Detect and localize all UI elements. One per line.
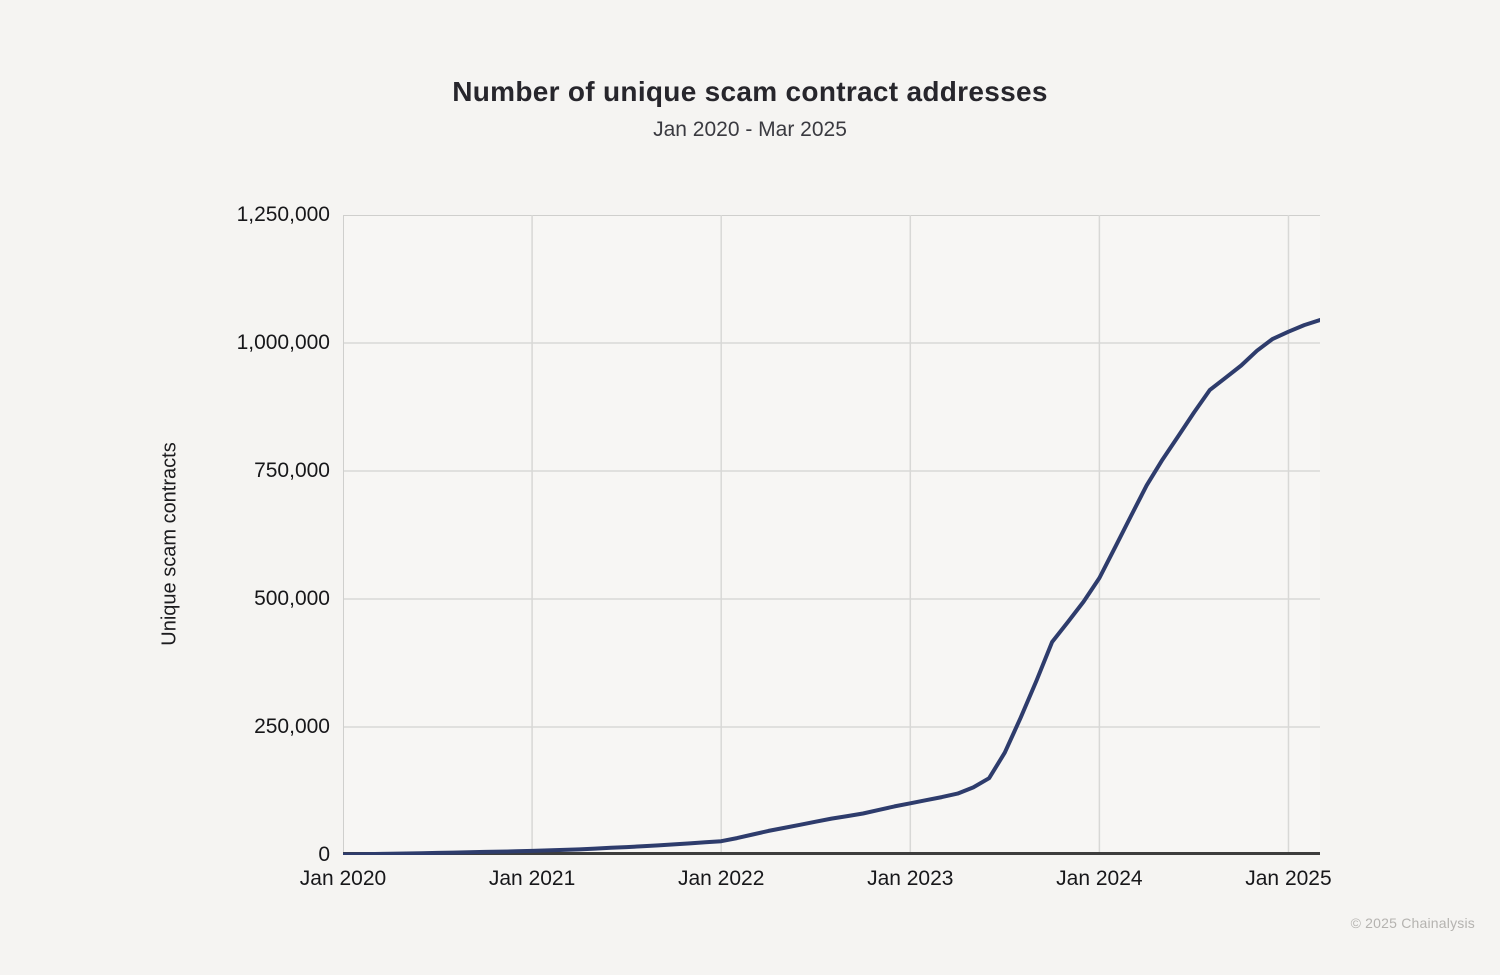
y-tick-label: 1,000,000 bbox=[236, 331, 330, 354]
x-tick-label: Jan 2024 bbox=[1056, 867, 1143, 890]
y-tick-label: 0 bbox=[318, 843, 330, 866]
x-tick-label: Jan 2021 bbox=[488, 867, 576, 890]
line-chart-plot bbox=[343, 215, 1320, 855]
x-tick-label: Jan 2023 bbox=[867, 867, 954, 890]
plot-background bbox=[343, 215, 1320, 855]
y-tick-label: 500,000 bbox=[254, 587, 330, 610]
y-tick-label: 250,000 bbox=[254, 715, 330, 738]
scam-contracts-line bbox=[343, 318, 1320, 855]
x-tick-label: Jan 2025 bbox=[1245, 867, 1332, 890]
y-tick-label: 1,250,000 bbox=[236, 203, 330, 226]
chart-title: Number of unique scam contract addresses bbox=[452, 76, 1048, 107]
x-tick-label: Jan 2022 bbox=[677, 867, 765, 890]
x-tick-label: Jan 2020 bbox=[299, 867, 387, 890]
y-tick-label: 750,000 bbox=[254, 459, 330, 482]
chart-subtitle: Jan 2020 - Mar 2025 bbox=[653, 118, 847, 141]
copyright-notice: © 2025 Chainalysis bbox=[1350, 915, 1475, 931]
